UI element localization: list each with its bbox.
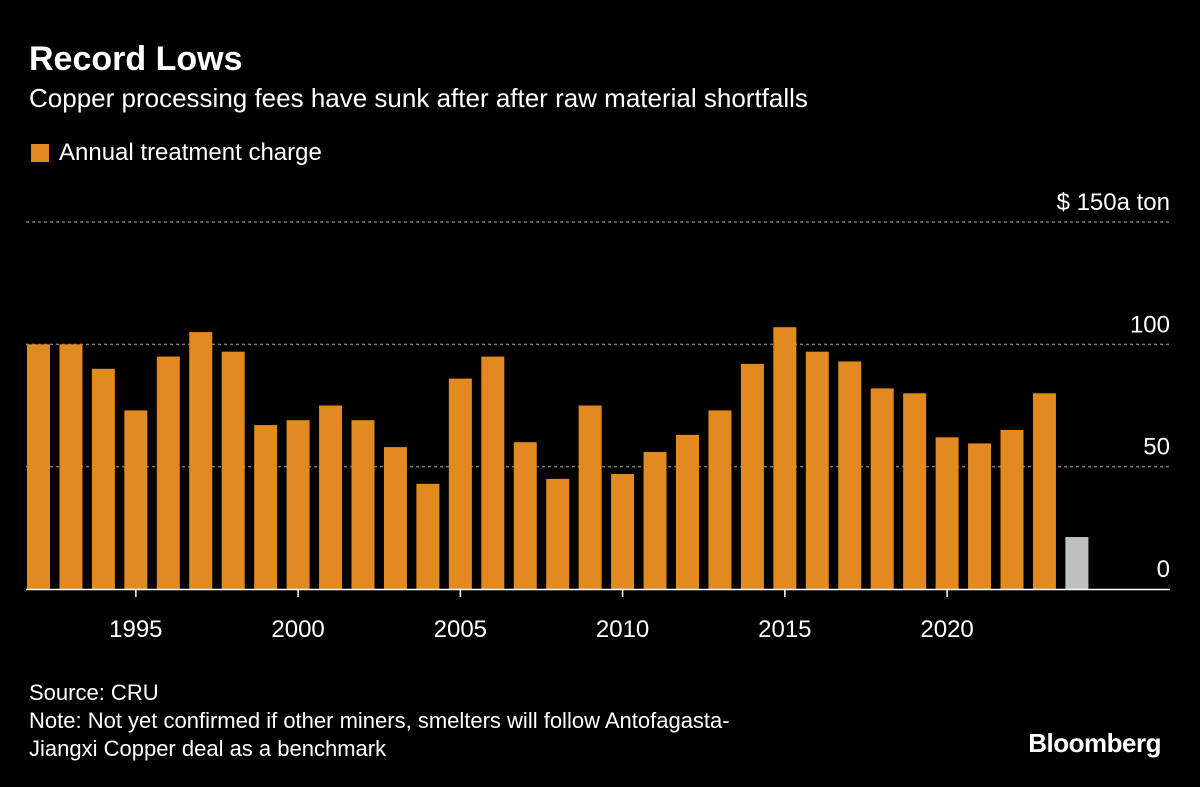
bar-2014 <box>740 363 764 589</box>
footnote-line-2: Jiangxi Copper deal as a benchmark <box>29 736 387 761</box>
bar-2015 <box>773 327 797 589</box>
x-tick-label: 2005 <box>434 616 487 643</box>
bar-2007 <box>513 442 537 589</box>
bar-2017 <box>838 361 862 589</box>
bar-1995 <box>124 410 148 589</box>
bar-1996 <box>156 356 180 589</box>
bar-2003 <box>383 447 407 589</box>
x-tick-label: 2015 <box>758 616 811 643</box>
x-tick-label: 1995 <box>109 616 162 643</box>
bar-2002 <box>351 420 375 589</box>
legend-swatch <box>31 144 49 162</box>
bar-1993 <box>59 344 83 589</box>
bar-2013 <box>708 410 732 589</box>
bar-2021 <box>968 443 992 589</box>
bar-2004 <box>416 483 440 589</box>
bar-2018 <box>870 388 894 589</box>
bar-2009 <box>578 405 602 589</box>
axis-layer <box>26 588 1170 597</box>
bar-2022 <box>1000 429 1024 589</box>
bar-2008 <box>546 478 570 589</box>
bar-2005 <box>448 378 472 589</box>
legend: Annual treatment charge <box>31 139 322 167</box>
x-tick-label: 2020 <box>920 616 973 643</box>
bar-1998 <box>221 351 245 589</box>
legend-label: Annual treatment charge <box>59 139 322 166</box>
labels-layer: 0 50 100 $ 150a ton 1995 2000 2005 2010 2015 2020 <box>109 189 1170 643</box>
bar-2012 <box>676 434 699 589</box>
footnote-line-1: Note: Not yet confirmed if other miners,… <box>29 708 730 733</box>
bar-2010 <box>611 474 635 589</box>
bar-2000 <box>286 420 310 589</box>
bar-2006 <box>481 356 505 589</box>
x-tick-label: 2010 <box>596 616 649 643</box>
bar-2016 <box>805 351 829 589</box>
chart-title: Record Lows <box>29 40 243 78</box>
y-tick-label: $ 150a ton <box>1057 189 1170 216</box>
bloomberg-logo: Bloomberg <box>1028 728 1161 758</box>
bar-2001 <box>319 405 343 589</box>
y-tick-label: 100 <box>1130 311 1170 338</box>
bar-1997 <box>189 332 213 589</box>
y-tick-label: 0 <box>1157 556 1170 583</box>
y-tick-label: 50 <box>1143 434 1170 461</box>
bar-1999 <box>254 425 278 589</box>
x-tick-label: 2000 <box>271 616 324 643</box>
source-note: Source: CRU <box>29 680 159 705</box>
bar-2024 <box>1065 537 1089 589</box>
bars-layer <box>27 327 1089 589</box>
bar-2011 <box>643 451 667 589</box>
footer: Source: CRU Note: Not yet confirmed if o… <box>29 679 730 763</box>
bar-1994 <box>91 368 115 589</box>
bar-2019 <box>903 393 927 589</box>
bar-1992 <box>27 344 50 589</box>
bar-2020 <box>935 437 959 589</box>
chart-subtitle: Copper processing fees have sunk after a… <box>29 83 808 113</box>
bar-2023 <box>1032 393 1056 589</box>
